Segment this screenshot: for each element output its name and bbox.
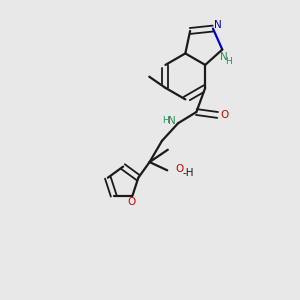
Text: H: H (225, 57, 232, 66)
Text: N: N (214, 20, 222, 30)
Text: N: N (220, 52, 228, 62)
Text: H: H (162, 116, 169, 125)
Text: O: O (127, 197, 135, 207)
Text: O: O (220, 110, 228, 120)
Text: -H: -H (182, 168, 194, 178)
Text: N: N (168, 116, 176, 126)
Text: O: O (176, 164, 184, 174)
